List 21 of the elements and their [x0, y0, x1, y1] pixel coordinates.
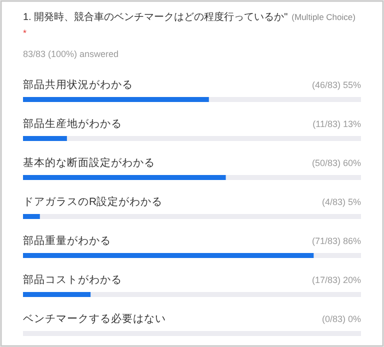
- y-tick-label: 部品重量がわかる: [23, 234, 111, 247]
- data-label: (46/83) 55%: [312, 80, 361, 90]
- text: (Multiple Choice): [292, 12, 356, 22]
- chart-subtitle: 83/83 (100%) answered: [23, 49, 119, 59]
- y-tick-label: 部品生産地がわかる: [23, 117, 122, 130]
- y-tick-label: 部品コストがわかる: [23, 273, 122, 286]
- data-label: (17/83) 20%: [312, 275, 361, 285]
- y-tick-label: 基本的な断面設定がわかる: [23, 156, 155, 169]
- bar: [23, 136, 67, 141]
- y-tick-label: ベンチマークする必要はない: [23, 312, 166, 325]
- data-label: (0/83) 0%: [322, 314, 361, 324]
- y-tick-label: ドアガラスのR設定がわかる: [23, 195, 163, 208]
- y-tick-label: 部品共用状況がわかる: [23, 78, 133, 91]
- data-label: (4/83) 5%: [322, 197, 361, 207]
- text: *: [23, 28, 27, 38]
- data-label: (50/83) 60%: [312, 158, 361, 168]
- bar: [23, 214, 40, 219]
- bar: [23, 292, 91, 297]
- data-label: (71/83) 86%: [312, 236, 361, 246]
- chart-title: 1. 開発時、競合車のベンチマークはどの程度行っているか": [23, 11, 288, 23]
- data-label: (11/83) 13%: [312, 119, 361, 129]
